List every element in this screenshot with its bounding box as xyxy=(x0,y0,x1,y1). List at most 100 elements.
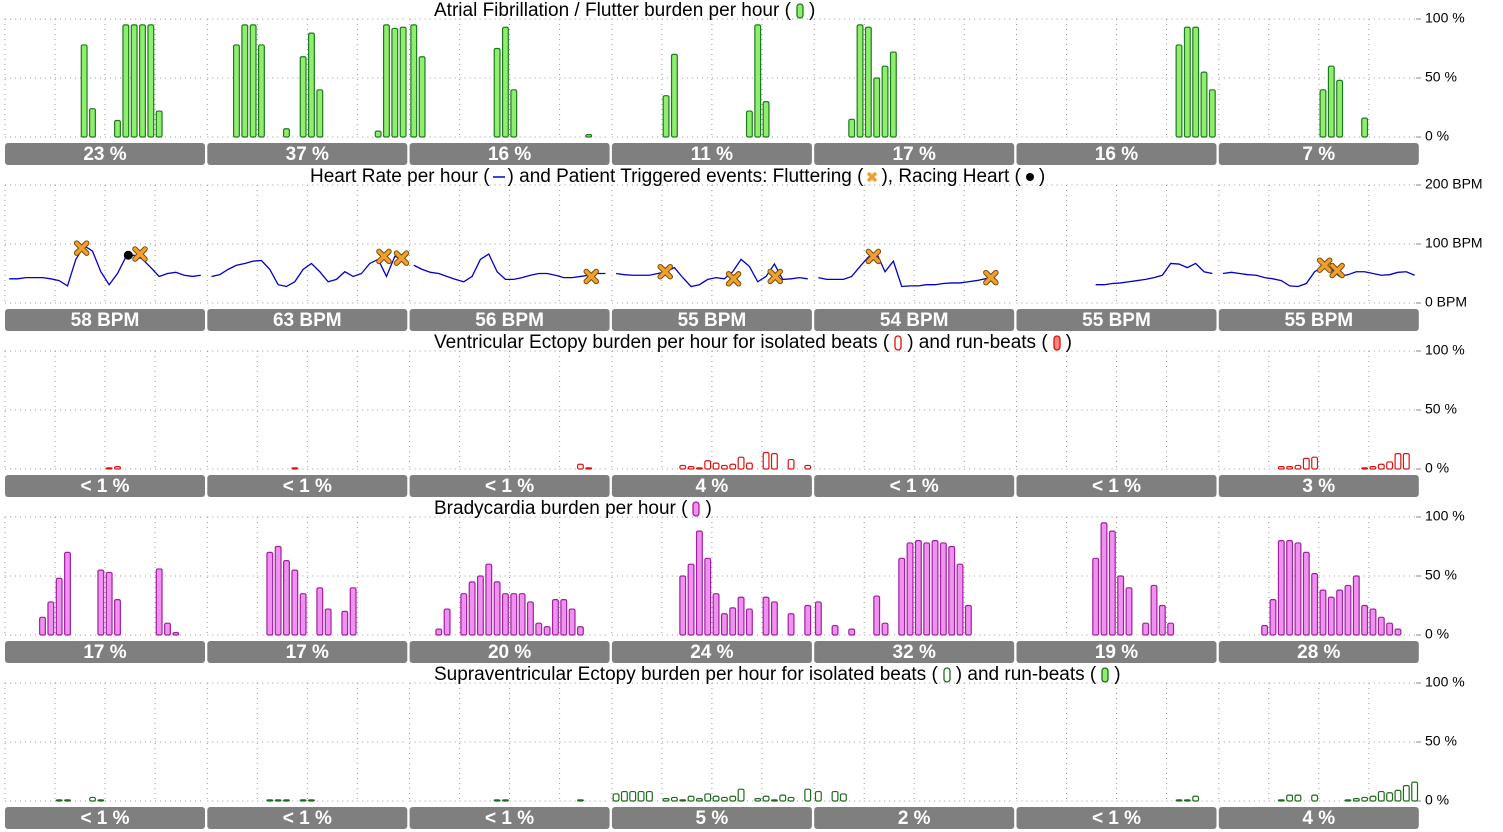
bar xyxy=(1361,796,1369,802)
chart-title: Supraventricular Ectopy burden per hour … xyxy=(434,664,1121,686)
bar xyxy=(576,799,584,802)
bar xyxy=(779,794,787,802)
summary-label: 11 % xyxy=(691,144,733,165)
legend-swatch xyxy=(943,667,951,683)
bar xyxy=(620,790,628,802)
bar xyxy=(964,604,972,636)
title-text: ) and Patient Triggered events: Flutteri… xyxy=(507,166,864,187)
bar xyxy=(1336,79,1344,138)
flutter-cross xyxy=(866,249,881,264)
bar xyxy=(873,595,881,636)
bar xyxy=(1286,466,1294,470)
summary-box xyxy=(1218,807,1419,829)
bar xyxy=(856,24,864,138)
bar xyxy=(687,795,695,802)
bar xyxy=(485,563,493,636)
flutter-marker xyxy=(865,248,882,265)
summary-box xyxy=(814,475,1015,497)
summary-box xyxy=(814,641,1015,663)
bar xyxy=(679,464,687,470)
bar xyxy=(729,795,737,802)
bar xyxy=(283,799,290,802)
summary-box xyxy=(207,807,408,829)
bar xyxy=(410,24,418,138)
bar xyxy=(956,563,964,636)
bar xyxy=(526,601,534,636)
summary-label: 16 % xyxy=(488,144,531,165)
bar xyxy=(518,593,526,636)
bar xyxy=(712,462,720,470)
bar xyxy=(1150,584,1158,636)
bar xyxy=(1277,539,1285,636)
bar xyxy=(308,799,315,802)
flutter-marker xyxy=(376,248,392,265)
y-tick-label: 200 BPM xyxy=(1425,176,1483,192)
legend-icon xyxy=(867,171,878,183)
flutter-cross xyxy=(1330,263,1344,278)
bar xyxy=(1327,596,1335,636)
bar xyxy=(729,463,737,470)
y-tick-label: 100 % xyxy=(1425,674,1465,690)
legend-icon xyxy=(894,335,902,351)
summary-box xyxy=(814,143,1015,165)
bar xyxy=(1117,575,1125,636)
summary-label: 55 BPM xyxy=(1284,310,1353,331)
summary-box xyxy=(207,143,408,165)
hr-line xyxy=(615,258,808,288)
summary-label: 28 % xyxy=(1297,642,1340,663)
legend-icon xyxy=(1025,173,1034,181)
bar xyxy=(1183,26,1191,138)
bar xyxy=(754,24,762,138)
bar xyxy=(493,47,501,138)
bar xyxy=(291,569,299,636)
bar xyxy=(89,108,96,138)
bar xyxy=(283,128,290,138)
bar xyxy=(770,799,778,802)
bar xyxy=(637,790,645,802)
bar xyxy=(687,563,695,636)
legend-icon xyxy=(492,176,505,178)
summary-box xyxy=(611,641,812,663)
summary-label: 63 BPM xyxy=(273,310,342,331)
y-tick-label: 100 % xyxy=(1425,508,1465,524)
bar xyxy=(551,598,559,636)
bar xyxy=(873,77,881,138)
flutter-marker xyxy=(132,246,148,262)
chart-title: Heart Rate per hour () and Patient Trigg… xyxy=(310,166,1045,188)
bar xyxy=(576,626,584,636)
title-text: ) xyxy=(1065,332,1072,353)
bar xyxy=(291,467,299,470)
y-tick-label: 0 % xyxy=(1425,460,1449,476)
bar xyxy=(274,545,282,636)
bar xyxy=(147,24,155,138)
bar xyxy=(1361,604,1369,636)
hr-line xyxy=(413,253,606,283)
bar xyxy=(906,542,914,636)
bar xyxy=(645,790,653,802)
bar xyxy=(324,608,332,636)
bar xyxy=(804,464,812,470)
bar xyxy=(1394,628,1402,636)
summary-box xyxy=(1016,807,1217,829)
bar xyxy=(172,632,180,636)
bar xyxy=(745,462,753,470)
bar xyxy=(249,24,257,138)
bar xyxy=(787,458,795,470)
summary-box xyxy=(1016,309,1217,331)
summary-box xyxy=(814,807,1015,829)
hr-line xyxy=(211,255,404,288)
summary-box xyxy=(611,143,812,165)
bar xyxy=(1269,598,1277,636)
legend-icon xyxy=(796,3,804,19)
bar xyxy=(679,575,687,636)
summary-label: 32 % xyxy=(893,642,936,663)
bar xyxy=(510,89,518,138)
summary-box xyxy=(409,475,610,497)
bar xyxy=(299,56,307,138)
y-tick-label: 0 % xyxy=(1425,792,1449,808)
hr-line xyxy=(1095,262,1213,286)
flutter-cross xyxy=(377,249,391,264)
summary-box xyxy=(5,309,205,331)
bar xyxy=(704,793,712,802)
bar xyxy=(493,581,501,636)
